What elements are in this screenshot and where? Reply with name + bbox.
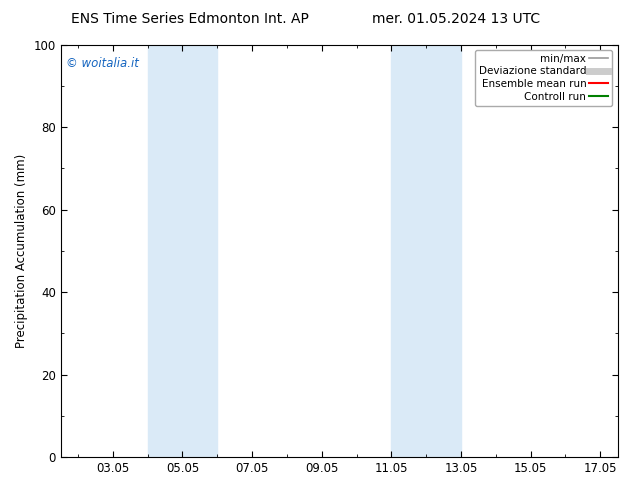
- Text: ENS Time Series Edmonton Int. AP: ENS Time Series Edmonton Int. AP: [71, 12, 309, 26]
- Legend: min/max, Deviazione standard, Ensemble mean run, Controll run: min/max, Deviazione standard, Ensemble m…: [475, 49, 612, 106]
- Text: mer. 01.05.2024 13 UTC: mer. 01.05.2024 13 UTC: [372, 12, 541, 26]
- Text: © woitalia.it: © woitalia.it: [66, 57, 139, 70]
- Bar: [148, 45, 217, 457]
- Y-axis label: Precipitation Accumulation (mm): Precipitation Accumulation (mm): [15, 154, 28, 348]
- Bar: [391, 45, 461, 457]
